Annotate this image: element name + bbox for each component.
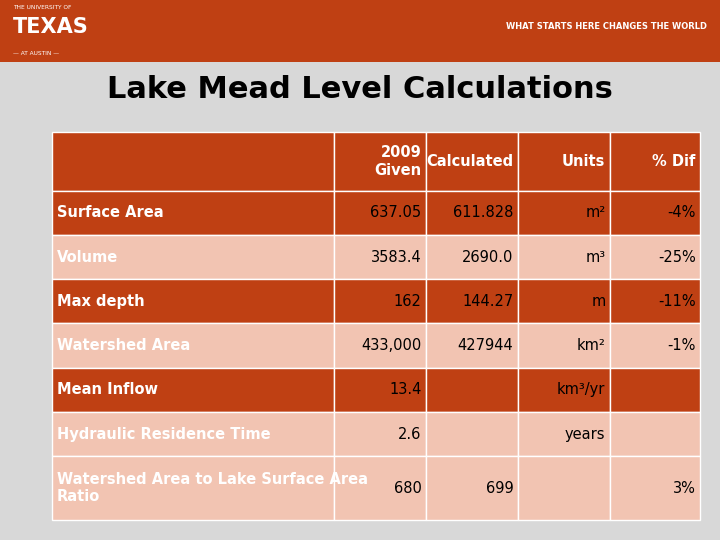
Text: WHAT STARTS HERE CHANGES THE WORLD: WHAT STARTS HERE CHANGES THE WORLD [506,22,707,31]
Bar [518,191,610,235]
Bar [334,412,426,456]
Text: — AT AUSTIN —: — AT AUSTIN — [13,51,59,56]
Text: TEXAS: TEXAS [13,17,89,37]
Bar [426,235,518,279]
Bar [426,132,518,191]
Bar [334,191,426,235]
Bar [334,368,426,412]
Bar [52,191,333,235]
Bar [610,456,700,520]
Text: 3%: 3% [672,481,696,496]
Text: 637.05: 637.05 [370,205,421,220]
Bar [610,132,700,191]
Text: Volume: Volume [57,249,118,265]
Bar [52,132,333,191]
Bar [518,279,610,323]
Text: Mean Inflow: Mean Inflow [57,382,158,397]
Text: Hydraulic Residence Time: Hydraulic Residence Time [57,427,271,442]
Text: km³/yr: km³/yr [557,382,606,397]
Text: -1%: -1% [667,338,696,353]
Text: THE UNIVERSITY OF: THE UNIVERSITY OF [13,5,71,10]
Bar [52,368,333,412]
Bar [518,323,610,368]
Bar [610,323,700,368]
Bar [610,191,700,235]
Text: 680: 680 [394,481,421,496]
Text: -11%: -11% [658,294,696,309]
Text: Watershed Area to Lake Surface Area
Ratio: Watershed Area to Lake Surface Area Rati… [57,472,368,504]
Bar [610,412,700,456]
Bar [52,235,333,279]
Bar [0,0,720,62]
Bar [426,456,518,520]
Text: Surface Area: Surface Area [57,205,163,220]
Bar [334,279,426,323]
Text: 13.4: 13.4 [389,382,421,397]
Text: m²: m² [585,205,606,220]
Text: 3583.4: 3583.4 [371,249,421,265]
Bar [610,235,700,279]
Text: Max depth: Max depth [57,294,145,309]
Bar [426,323,518,368]
Bar [52,323,333,368]
Text: years: years [565,427,606,442]
Bar [52,412,333,456]
Text: Calculated: Calculated [426,154,513,169]
Bar [334,235,426,279]
Bar [518,235,610,279]
Bar [518,132,610,191]
Text: 162: 162 [394,294,421,309]
Text: 433,000: 433,000 [361,338,421,353]
Text: -25%: -25% [658,249,696,265]
Bar [334,456,426,520]
Text: Lake Mead Level Calculations: Lake Mead Level Calculations [107,75,613,104]
Bar [334,323,426,368]
Bar [610,368,700,412]
Bar [334,132,426,191]
Text: m: m [591,294,606,309]
Text: Watershed Area: Watershed Area [57,338,190,353]
Text: 699: 699 [486,481,513,496]
Text: 2.6: 2.6 [398,427,421,442]
Text: 611.828: 611.828 [453,205,513,220]
Bar [426,368,518,412]
Text: % Dif: % Dif [652,154,696,169]
Text: m³: m³ [585,249,606,265]
Text: -4%: -4% [667,205,696,220]
Text: km²: km² [577,338,606,353]
Bar [426,191,518,235]
Text: 2690.0: 2690.0 [462,249,513,265]
Bar [518,456,610,520]
Bar [518,368,610,412]
Bar [426,412,518,456]
Bar [52,456,333,520]
Text: Units: Units [562,154,606,169]
Bar [518,412,610,456]
Bar [426,279,518,323]
Text: 2009
Given: 2009 Given [374,145,421,178]
Text: 144.27: 144.27 [462,294,513,309]
Bar [52,279,333,323]
Bar [610,279,700,323]
Text: 427944: 427944 [458,338,513,353]
